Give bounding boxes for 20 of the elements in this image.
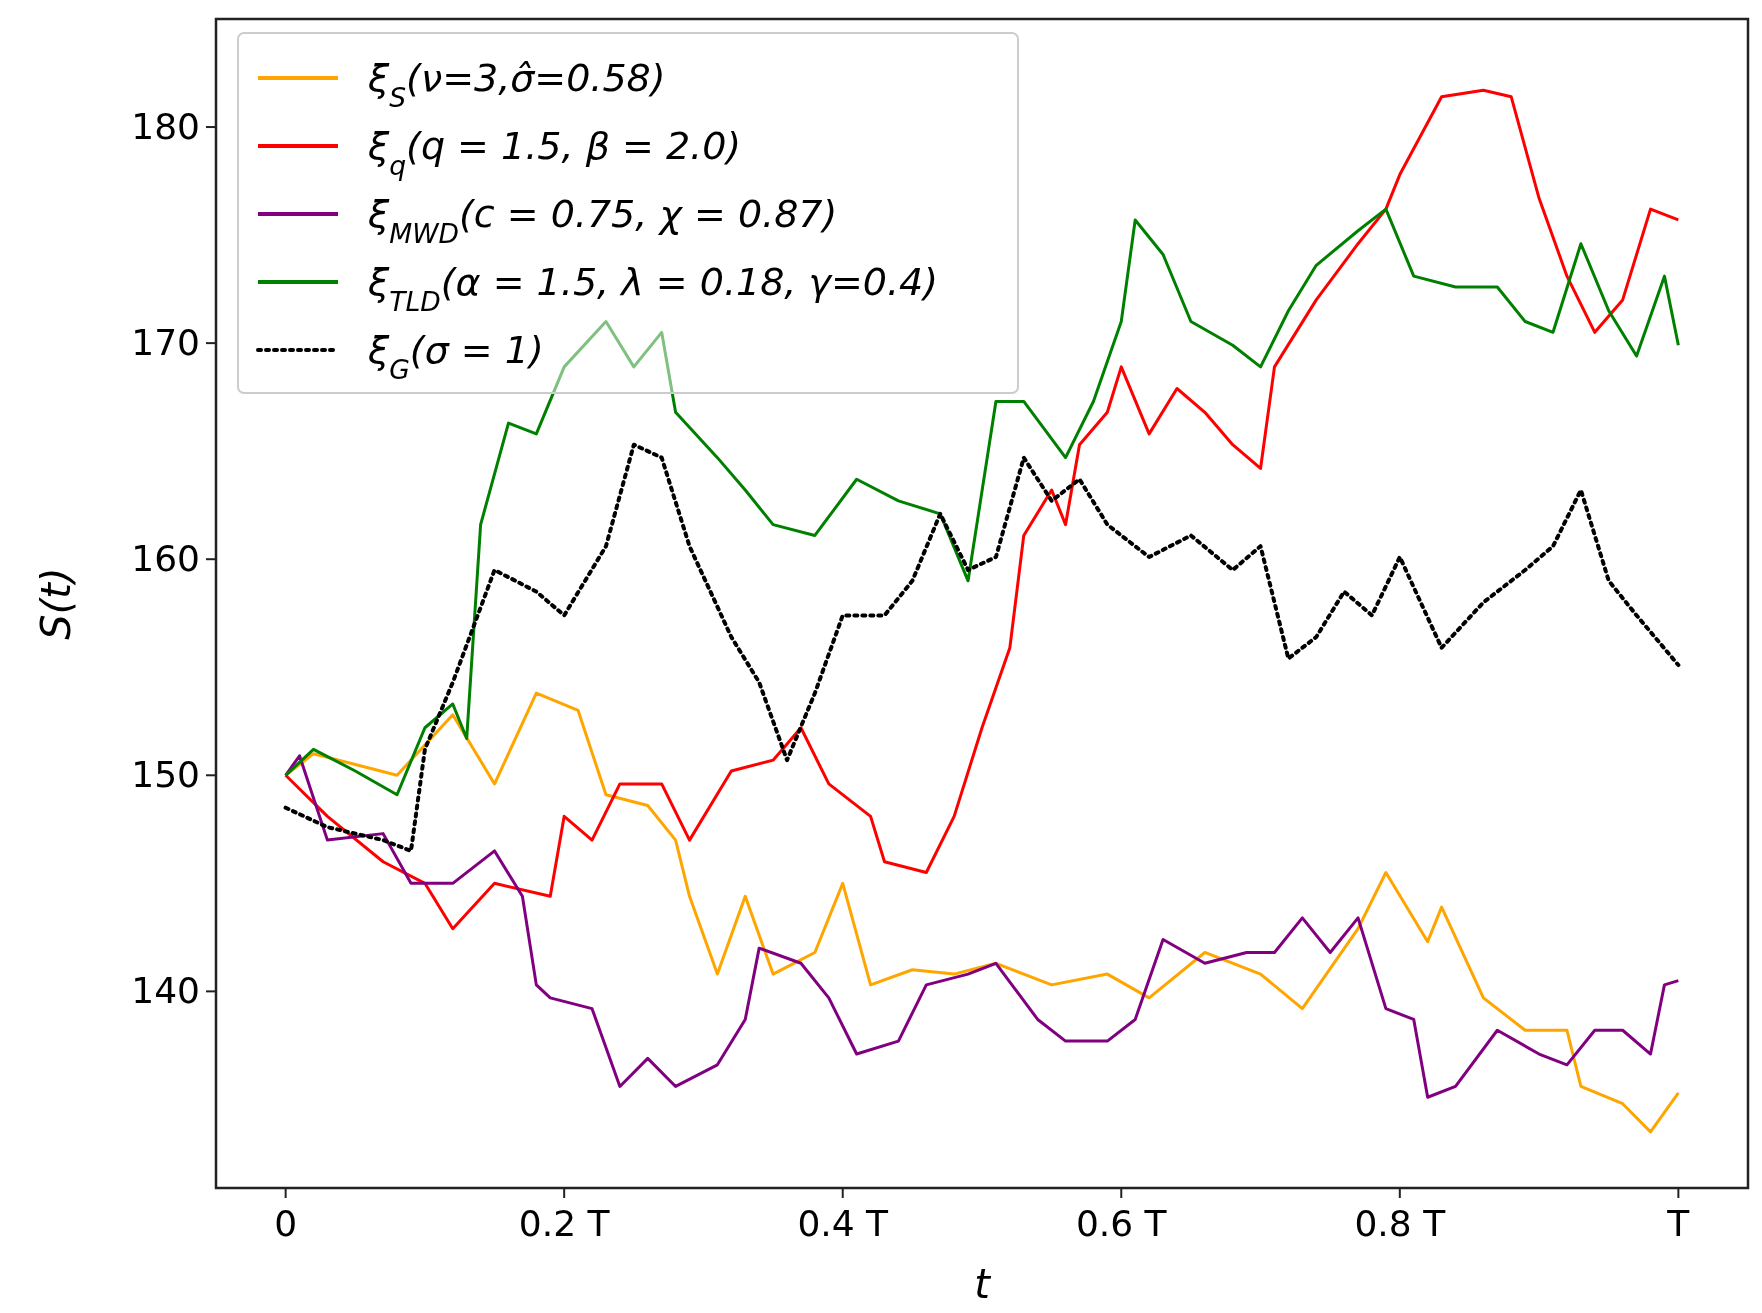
legend-label: ξ$_{TLD}$(α = 1.5, λ = 0.18, γ=0.4) — [367, 260, 939, 317]
legend-label: ξ$_{G}$(σ = 1) — [367, 328, 544, 385]
y-axis-title: S(t) — [33, 567, 79, 640]
legend-label: ξ$_{MWD}$(c = 0.75, χ = 0.87) — [367, 192, 838, 249]
y-tick-label: 180 — [131, 106, 200, 148]
y-tick-label: 140 — [131, 970, 200, 1012]
y-tick-label: 150 — [131, 754, 200, 796]
x-tick-label: T — [1666, 1203, 1691, 1244]
line-series — [283, 442, 1681, 853]
x-tick-label: 0.6 T — [1075, 1203, 1168, 1244]
x-tick-label: 0 — [274, 1203, 298, 1244]
x-tick-label: 0.2 T — [518, 1203, 611, 1244]
legend-label: ξ$_{S}$(ν=3,σ̂=0.58) — [367, 56, 666, 113]
x-tick-label: 0.8 T — [1354, 1203, 1447, 1244]
x-tick-label: 0.4 T — [797, 1203, 890, 1244]
x-axis-title: t — [974, 1261, 992, 1307]
y-tick-label: 170 — [131, 322, 200, 364]
y-tick-label: 160 — [131, 538, 200, 580]
legend-label: ξ$_{q}$(q = 1.5, β = 2.0) — [367, 124, 742, 181]
line-series — [284, 754, 1680, 1099]
